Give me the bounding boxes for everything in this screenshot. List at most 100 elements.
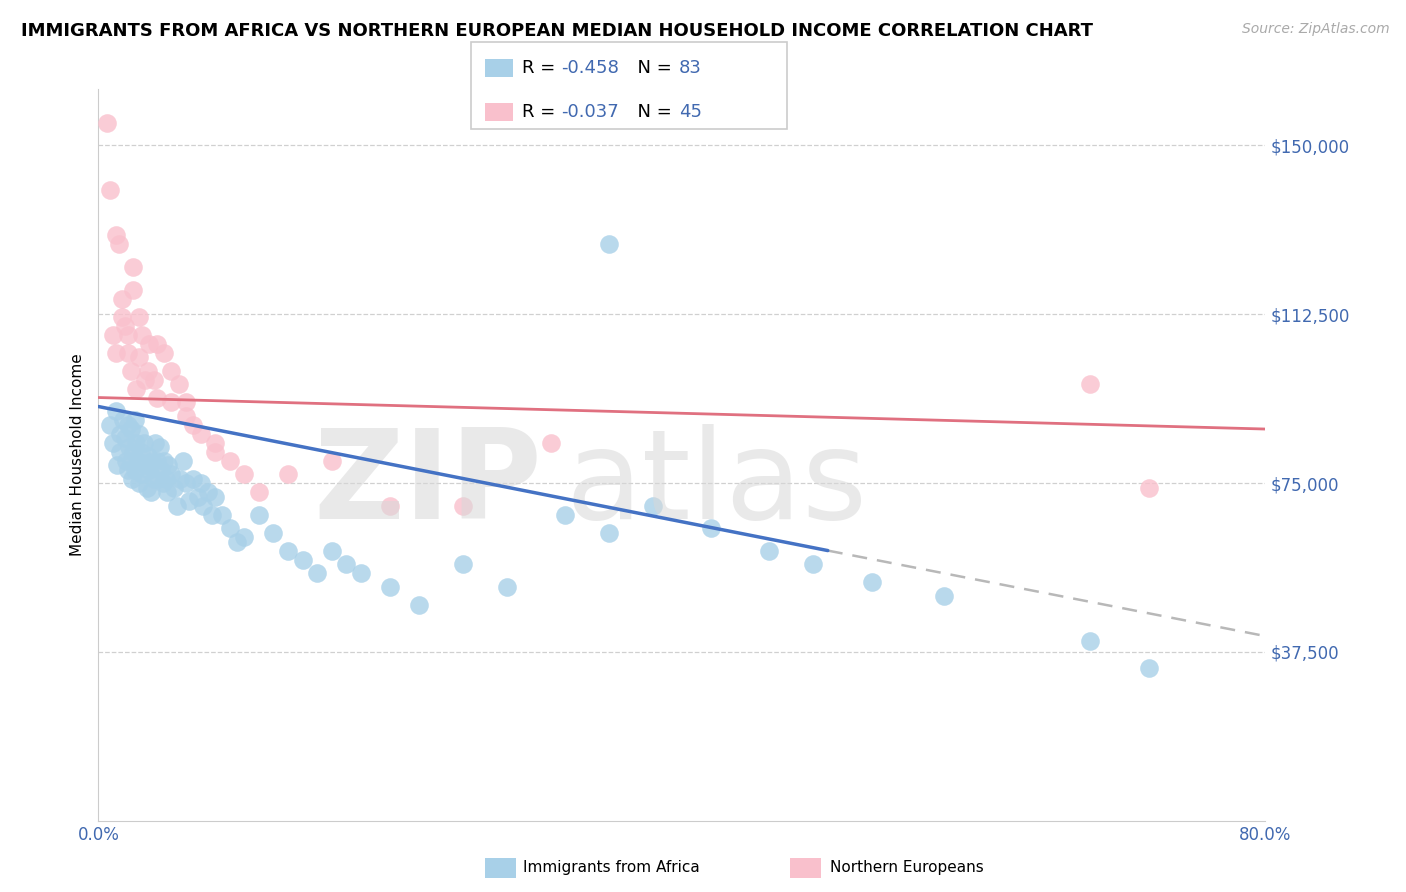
Point — [156, 485, 179, 500]
Text: 83: 83 — [679, 59, 702, 77]
Point — [101, 327, 124, 342]
Point — [641, 499, 664, 513]
Point — [700, 521, 723, 535]
Text: Source: ZipAtlas.com: Source: ZipAtlas.com — [1241, 22, 1389, 37]
Point — [138, 462, 160, 476]
Point — [1137, 481, 1160, 495]
Point — [177, 494, 200, 508]
Point — [110, 426, 132, 441]
Point — [124, 462, 146, 476]
Point — [98, 417, 121, 432]
Point — [233, 530, 256, 544]
Point — [540, 435, 562, 450]
Point — [153, 453, 176, 467]
Point — [136, 363, 159, 377]
Point — [163, 481, 186, 495]
Point — [122, 283, 145, 297]
Point — [350, 566, 373, 580]
Point — [233, 467, 256, 481]
Point — [291, 552, 314, 566]
Point — [204, 435, 226, 450]
Point — [148, 471, 170, 485]
Point — [1080, 633, 1102, 648]
Point — [138, 336, 160, 351]
Point — [598, 237, 620, 252]
Point — [128, 310, 150, 324]
Point — [554, 508, 576, 522]
Text: N =: N = — [626, 59, 678, 77]
Point — [277, 467, 299, 481]
Point — [160, 467, 183, 481]
Point — [380, 580, 402, 594]
Point — [181, 471, 204, 485]
Point — [134, 458, 156, 472]
Text: IMMIGRANTS FROM AFRICA VS NORTHERN EUROPEAN MEDIAN HOUSEHOLD INCOME CORRELATION : IMMIGRANTS FROM AFRICA VS NORTHERN EUROP… — [21, 22, 1092, 40]
Point — [160, 363, 183, 377]
Point — [181, 417, 204, 432]
Text: 45: 45 — [679, 103, 702, 120]
Point — [142, 372, 165, 386]
Point — [125, 382, 148, 396]
Point — [129, 444, 152, 458]
Point — [190, 426, 212, 441]
Point — [98, 184, 121, 198]
Point — [1080, 377, 1102, 392]
Point — [96, 116, 118, 130]
Point — [1137, 660, 1160, 674]
Point — [142, 471, 165, 485]
Point — [121, 471, 143, 485]
Point — [496, 580, 519, 594]
Point — [117, 327, 139, 342]
Point — [127, 453, 149, 467]
Point — [247, 508, 270, 522]
Point — [146, 391, 169, 405]
Point — [131, 467, 153, 481]
Point — [114, 431, 136, 445]
Point — [117, 345, 139, 359]
Point — [132, 435, 155, 450]
Point — [120, 453, 142, 467]
Point — [118, 440, 141, 454]
Point — [111, 292, 134, 306]
Point — [136, 449, 159, 463]
Point — [408, 598, 430, 612]
Point — [174, 395, 197, 409]
Point — [218, 521, 240, 535]
Point — [335, 557, 357, 571]
Point — [104, 228, 127, 243]
Point — [117, 462, 139, 476]
Point — [174, 476, 197, 491]
Point — [139, 485, 162, 500]
Point — [117, 417, 139, 432]
Point — [143, 435, 166, 450]
Point — [152, 476, 174, 491]
Point — [128, 350, 150, 364]
Point — [174, 409, 197, 423]
Point — [598, 525, 620, 540]
Point — [101, 435, 124, 450]
Point — [172, 453, 194, 467]
Point — [226, 534, 249, 549]
Point — [104, 345, 127, 359]
Point — [135, 481, 157, 495]
Point — [128, 476, 150, 491]
Text: Northern Europeans: Northern Europeans — [830, 860, 983, 874]
Point — [122, 444, 145, 458]
Point — [114, 318, 136, 333]
Point — [108, 237, 131, 252]
Point — [860, 575, 883, 590]
Point — [197, 485, 219, 500]
Point — [307, 566, 329, 580]
Text: ZIP: ZIP — [314, 424, 541, 545]
Text: -0.037: -0.037 — [561, 103, 619, 120]
Point — [120, 363, 142, 377]
Point — [190, 476, 212, 491]
Point — [451, 499, 474, 513]
Point — [247, 485, 270, 500]
Point — [167, 377, 190, 392]
Point — [134, 372, 156, 386]
Point — [146, 336, 169, 351]
Point — [124, 413, 146, 427]
Point — [155, 471, 177, 485]
Point — [934, 589, 956, 603]
